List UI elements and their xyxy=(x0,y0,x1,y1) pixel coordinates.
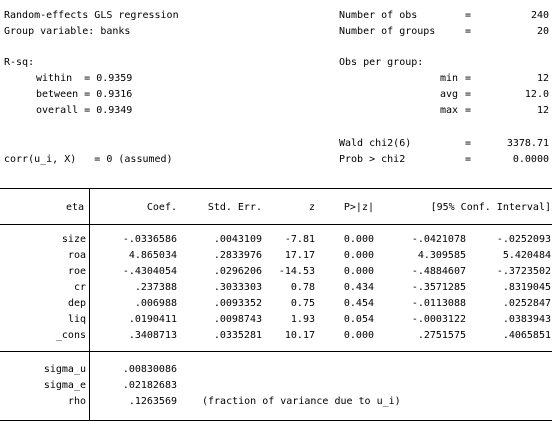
row-se: .0335281 xyxy=(213,330,262,341)
row-z: 1.93 xyxy=(290,314,315,325)
sigma-value: .02182683 xyxy=(122,380,177,391)
ngroups-label: Number of groups xyxy=(339,26,436,37)
row-p: 0.000 xyxy=(343,234,374,245)
sigma-var: sigma_u xyxy=(43,364,86,375)
avg-value: 12.0 xyxy=(524,89,549,100)
row-coef: -.0336586 xyxy=(122,234,177,245)
row-p: 0.000 xyxy=(343,266,374,277)
row-ci-high: 5.420484 xyxy=(502,250,551,261)
row-var: dep xyxy=(67,298,86,309)
row-z: -7.81 xyxy=(284,234,315,245)
wald-label: Wald chi2(6) xyxy=(339,138,412,149)
row-var: size xyxy=(61,234,86,245)
row-ci-high: -.3723502 xyxy=(496,266,551,277)
row-ci-high: -.0252093 xyxy=(496,234,551,245)
row-ci-high: .0252847 xyxy=(502,298,551,309)
group-variable: Group variable: banks xyxy=(4,26,131,37)
row-p: 0.454 xyxy=(343,298,374,309)
col-header-p: P>|z| xyxy=(343,202,374,213)
avg-eq: = xyxy=(465,89,472,100)
wald-eq: = xyxy=(465,138,472,149)
row-z: 17.17 xyxy=(284,250,315,261)
row-se: .2833976 xyxy=(213,250,262,261)
model-title: Random-effects GLS regression xyxy=(4,10,179,21)
row-ci-low: 4.309585 xyxy=(417,250,466,261)
row-coef: .006988 xyxy=(134,298,177,309)
row-ci-low: .2751575 xyxy=(417,330,466,341)
row-z: 10.17 xyxy=(284,330,315,341)
row-ci-low: -.0421078 xyxy=(411,234,466,245)
sigma-var: rho xyxy=(67,396,86,407)
ngroups-eq: = xyxy=(465,26,472,37)
row-coef: .237388 xyxy=(134,282,177,293)
row-p: 0.434 xyxy=(343,282,374,293)
nobs-eq: = xyxy=(465,10,472,21)
min-eq: = xyxy=(465,73,472,84)
rsq-overall: overall = 0.9349 xyxy=(36,105,133,116)
corr-text: corr(u_i, X) = 0 (assumed) xyxy=(4,154,173,165)
row-se: .0098743 xyxy=(213,314,262,325)
rsq-label: R-sq: xyxy=(4,57,35,68)
row-se: .0296206 xyxy=(213,266,262,277)
row-ci-low: -.3571285 xyxy=(411,282,466,293)
max-eq: = xyxy=(465,105,472,116)
rho-note: (fraction of variance due to u_i) xyxy=(202,396,401,407)
col-header-se: Std. Err. xyxy=(207,202,262,213)
row-se: .3033303 xyxy=(213,282,262,293)
table-bottom-rule xyxy=(0,420,552,421)
table-sigma-rule xyxy=(0,351,552,352)
row-ci-low: -.0113088 xyxy=(411,298,466,309)
row-se: .0043109 xyxy=(213,234,262,245)
row-p: 0.054 xyxy=(343,314,374,325)
sigma-var: sigma_e xyxy=(43,380,86,391)
row-coef: .0190411 xyxy=(128,314,177,325)
row-ci-high: .8319045 xyxy=(502,282,551,293)
row-z: -14.53 xyxy=(278,266,315,277)
table-top-rule xyxy=(0,188,552,189)
table-column-divider xyxy=(89,188,90,420)
max-value: 12 xyxy=(536,105,549,116)
col-header-coef: Coef. xyxy=(146,202,177,213)
min-value: 12 xyxy=(536,73,549,84)
row-coef: 4.865034 xyxy=(128,250,177,261)
row-ci-low: -.4884607 xyxy=(411,266,466,277)
rsq-between: between = 0.9316 xyxy=(36,89,133,100)
col-header-var: eta xyxy=(65,202,84,213)
table-header-rule xyxy=(0,224,552,225)
row-z: 0.78 xyxy=(290,282,315,293)
row-var: _cons xyxy=(55,330,86,341)
row-ci-high: .0383943 xyxy=(502,314,551,325)
obs-per-group-label: Obs per group: xyxy=(339,57,424,68)
ngroups-value: 20 xyxy=(536,26,549,37)
wald-value: 3378.71 xyxy=(506,138,549,149)
row-p: 0.000 xyxy=(343,330,374,341)
nobs-value: 240 xyxy=(530,10,549,21)
row-var: roa xyxy=(67,250,86,261)
col-header-ci: [95% Conf. Interval] xyxy=(430,202,551,213)
max-label: max xyxy=(439,105,458,116)
row-ci-high: .4065851 xyxy=(502,330,551,341)
avg-label: avg xyxy=(439,89,458,100)
row-ci-low: -.0003122 xyxy=(411,314,466,325)
prob-eq: = xyxy=(465,154,472,165)
sigma-value: .1263569 xyxy=(128,396,177,407)
row-coef: .3408713 xyxy=(128,330,177,341)
col-header-z: z xyxy=(308,202,315,213)
sigma-value: .00830086 xyxy=(122,364,177,375)
row-var: liq xyxy=(67,314,86,325)
row-var: roe xyxy=(67,266,86,277)
nobs-label: Number of obs xyxy=(339,10,418,21)
prob-value: 0.0000 xyxy=(512,154,549,165)
prob-label: Prob > chi2 xyxy=(339,154,406,165)
row-se: .0093352 xyxy=(213,298,262,309)
min-label: min xyxy=(439,73,458,84)
row-p: 0.000 xyxy=(343,250,374,261)
row-z: 0.75 xyxy=(290,298,315,309)
row-coef: -.4304054 xyxy=(122,266,177,277)
rsq-within: within = 0.9359 xyxy=(36,73,133,84)
row-var: cr xyxy=(73,282,86,293)
